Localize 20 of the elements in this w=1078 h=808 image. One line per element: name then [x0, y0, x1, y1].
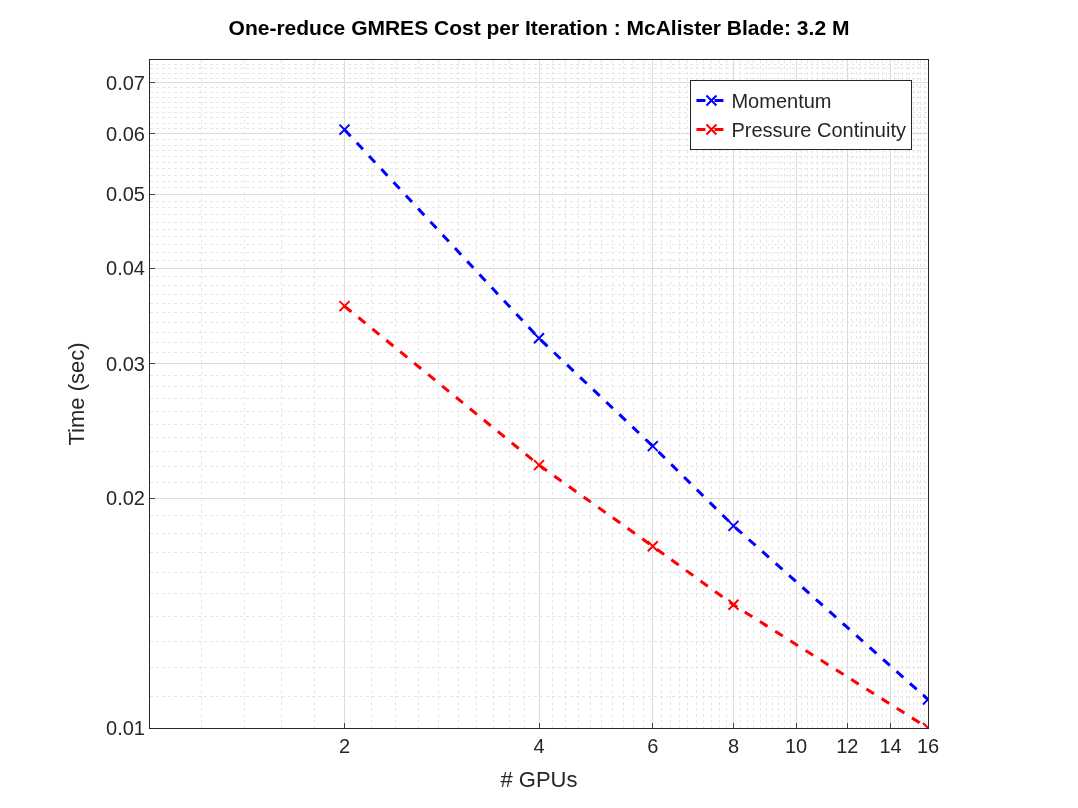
x-tick-label: 16 — [916, 735, 940, 757]
y-tick-label: 0.05 — [106, 183, 145, 206]
x-tick-label: 6 — [647, 735, 659, 757]
legend-label: Pressure Continuity — [731, 119, 906, 142]
x-tick-label: 2 — [338, 735, 351, 757]
legend-label: Momentum — [731, 90, 832, 113]
x-axis-title: # GPUs — [500, 766, 578, 792]
y-tick-label: 0.03 — [106, 352, 145, 375]
x-tick-label: 12 — [836, 735, 859, 757]
y-tick-label: 0.06 — [106, 122, 145, 145]
y-axis-title: Time (sec) — [63, 342, 89, 446]
x-tick-label: 10 — [784, 735, 808, 757]
y-tick-label: 0.02 — [106, 487, 145, 510]
x-tick-label: 14 — [879, 735, 902, 757]
y-tick-label: 0.04 — [106, 257, 145, 280]
y-tick-label: 0.07 — [106, 71, 145, 94]
x-tick-label: 4 — [533, 735, 545, 757]
chart-title: One-reduce GMRES Cost per Iteration : McAlister Blade: 3.2 M — [228, 15, 850, 39]
y-tick-label: 0.01 — [106, 717, 145, 739]
x-tick-label: 8 — [727, 735, 740, 757]
